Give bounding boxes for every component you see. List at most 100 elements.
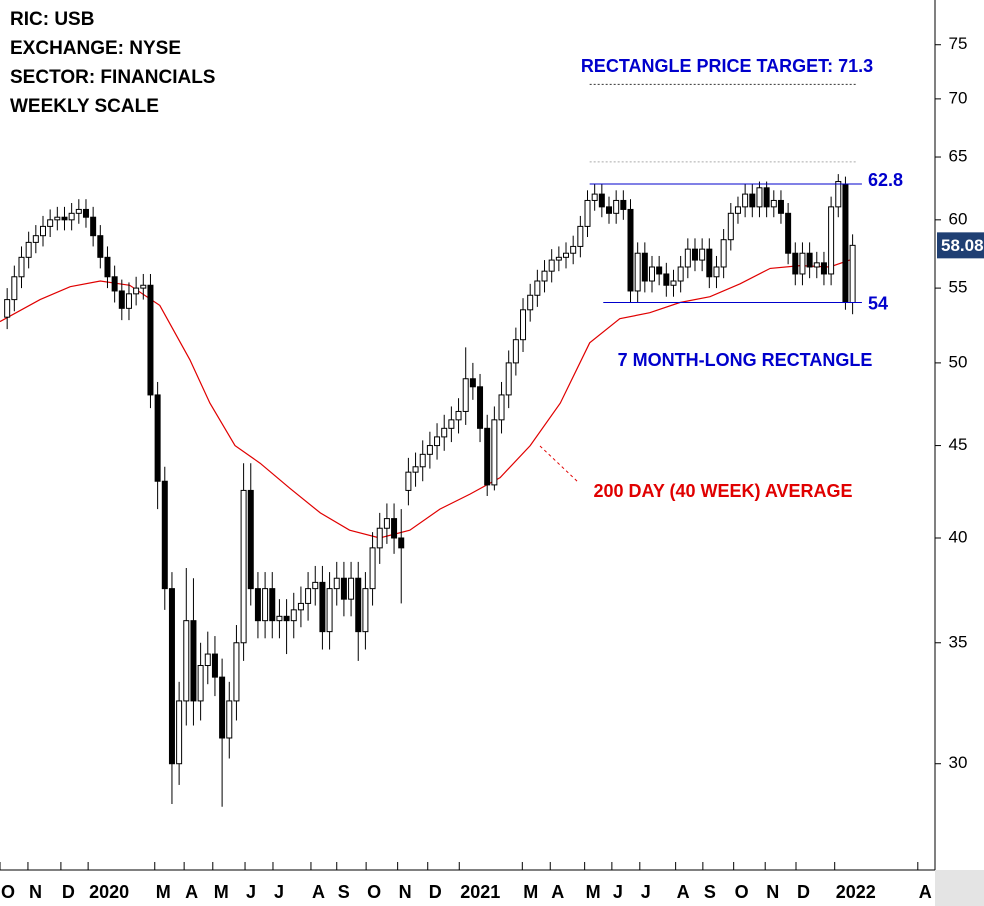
candle-body bbox=[90, 216, 97, 237]
candle-body bbox=[720, 239, 727, 268]
candle-body bbox=[555, 256, 562, 261]
candle-body bbox=[849, 244, 856, 304]
candle-body bbox=[727, 212, 734, 241]
candle-body bbox=[670, 280, 677, 286]
candle-body bbox=[39, 225, 46, 237]
x-tick-label: 2021 bbox=[460, 882, 500, 902]
y-tick-label: 45 bbox=[949, 435, 968, 454]
x-tick-label: J bbox=[274, 882, 284, 902]
y-tick-label: 55 bbox=[949, 278, 968, 297]
x-tick-label: N bbox=[399, 882, 412, 902]
candle-body bbox=[348, 577, 355, 600]
candle-body bbox=[319, 581, 326, 633]
x-tick-label: D bbox=[429, 882, 442, 902]
candle-body bbox=[247, 489, 254, 590]
x-tick-label: M bbox=[214, 882, 229, 902]
candle-body bbox=[419, 453, 426, 468]
x-tick-label: A bbox=[312, 882, 325, 902]
candle-body bbox=[498, 394, 505, 421]
candle-body bbox=[398, 537, 405, 549]
candle-body bbox=[269, 588, 276, 622]
candle-body bbox=[835, 181, 842, 208]
candle-body bbox=[591, 193, 598, 201]
candle-body bbox=[627, 208, 634, 292]
candle-body bbox=[47, 219, 54, 227]
candle-body bbox=[828, 206, 835, 275]
candle-body bbox=[104, 256, 111, 278]
candle-body bbox=[477, 386, 484, 429]
y-tick-label: 30 bbox=[949, 753, 968, 772]
candle-body bbox=[799, 252, 806, 275]
corner-box bbox=[935, 870, 984, 906]
x-tick-label: J bbox=[613, 882, 623, 902]
candle-body bbox=[577, 225, 584, 247]
candle-body bbox=[118, 290, 125, 309]
candle-body bbox=[527, 294, 534, 311]
candle-body bbox=[376, 527, 383, 549]
candle-body bbox=[276, 615, 283, 622]
info-line: EXCHANGE: NYSE bbox=[10, 38, 181, 59]
candle-body bbox=[18, 256, 25, 278]
candle-body bbox=[742, 193, 749, 208]
candle-body bbox=[226, 700, 233, 739]
candle-body bbox=[792, 252, 799, 275]
candle-body bbox=[297, 602, 304, 611]
candle-body bbox=[763, 187, 770, 208]
info-line: RIC: USB bbox=[10, 9, 94, 30]
candle-body bbox=[405, 471, 412, 491]
candle-body bbox=[512, 339, 519, 364]
candle-body bbox=[820, 262, 827, 275]
x-tick-label: M bbox=[586, 882, 601, 902]
candle-body bbox=[54, 216, 61, 221]
candle-body bbox=[484, 427, 491, 486]
candle-body bbox=[462, 378, 469, 412]
candle-body bbox=[541, 270, 548, 282]
candle-body bbox=[383, 518, 390, 529]
candle-body bbox=[777, 199, 784, 214]
candle-body bbox=[75, 208, 82, 214]
candle-body bbox=[61, 216, 68, 221]
x-tick-label: A bbox=[677, 882, 690, 902]
candle-body bbox=[656, 266, 663, 275]
candle-body bbox=[211, 653, 218, 678]
candle-body bbox=[620, 199, 627, 210]
candle-body bbox=[340, 577, 347, 600]
candle-body bbox=[613, 199, 620, 214]
candle-body bbox=[441, 427, 448, 438]
candle-body bbox=[197, 665, 204, 702]
candle-body bbox=[176, 700, 183, 765]
ma-leader bbox=[539, 445, 579, 483]
rectangle-bottom-label: 54 bbox=[868, 293, 888, 313]
x-tick-label: D bbox=[62, 882, 75, 902]
candle-body bbox=[412, 466, 419, 473]
candle-body bbox=[570, 245, 577, 254]
rectangle-label: 7 MONTH-LONG RECTANGLE bbox=[618, 350, 873, 370]
y-tick-label: 35 bbox=[949, 632, 968, 651]
candle-body bbox=[369, 547, 376, 590]
candle-body bbox=[606, 206, 613, 214]
candle-body bbox=[233, 642, 240, 702]
candle-body bbox=[82, 208, 89, 218]
candle-body bbox=[32, 235, 39, 243]
candle-body bbox=[391, 518, 398, 539]
candle-body bbox=[262, 588, 269, 622]
last-price-badge bbox=[937, 232, 984, 259]
candle-body bbox=[648, 266, 655, 282]
ma-label: 200 DAY (40 WEEK) AVERAGE bbox=[593, 481, 852, 501]
candle-body bbox=[333, 577, 340, 590]
x-tick-label: S bbox=[704, 882, 716, 902]
candle-body bbox=[584, 199, 591, 227]
candle-body bbox=[140, 284, 147, 289]
y-tick-label: 75 bbox=[949, 34, 968, 53]
candle-body bbox=[168, 588, 175, 765]
candle-body bbox=[362, 588, 369, 633]
x-tick-label: J bbox=[246, 882, 256, 902]
candle-body bbox=[770, 199, 777, 208]
x-tick-label: J bbox=[641, 882, 651, 902]
candle-body bbox=[598, 193, 605, 208]
x-tick-label: 2022 bbox=[836, 882, 876, 902]
candle-body bbox=[641, 252, 648, 282]
candle-body bbox=[448, 419, 455, 429]
candle-body bbox=[469, 378, 476, 388]
